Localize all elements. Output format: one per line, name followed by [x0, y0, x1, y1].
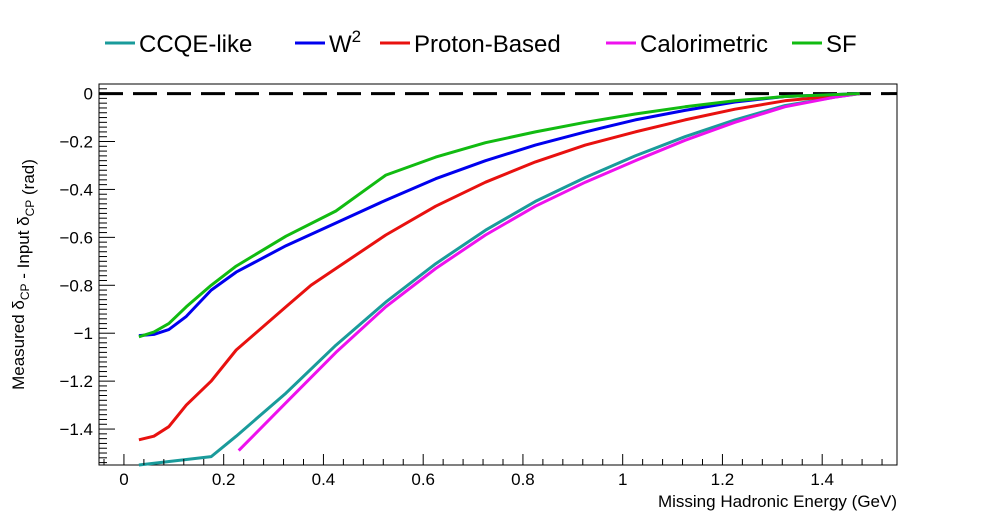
y-tick-label: −0.8	[59, 276, 93, 295]
y-tick-label: −0.4	[59, 180, 93, 199]
legend-label-ccqe-like: CCQE-like	[139, 31, 252, 58]
x-tick-label: 0.6	[411, 470, 435, 489]
y-tick-label: −1.4	[59, 420, 93, 439]
x-axis: 0 0.2 0.4 0.6 0.8 1 1.2 1.4	[103, 454, 883, 489]
x-tick-label: 0	[119, 470, 128, 489]
series-line-proton-based	[138, 92, 860, 442]
x-tick-label: 1	[618, 470, 627, 489]
y-tick-label: −1.2	[59, 372, 93, 391]
series-line-calorimetric	[237, 92, 860, 452]
legend: CCQE-like W2 Proton-Based Calorimetric SF	[105, 27, 857, 58]
series-line-ccqe-like	[138, 92, 860, 467]
plot-frame	[98, 83, 898, 466]
y-tick-label: −0.2	[59, 133, 93, 152]
x-tick-label: 0.4	[312, 470, 336, 489]
x-tick-label: 0.8	[511, 470, 535, 489]
series-line-sf	[138, 92, 860, 339]
legend-label-w-: W2	[329, 27, 361, 58]
y-axis-title: Measured δCP - Input δCP (rad)	[9, 159, 38, 390]
x-tick-label: 1.4	[810, 470, 834, 489]
x-tick-label: 1.2	[711, 470, 735, 489]
y-axis: 0 −0.2 −0.4 −0.6 −0.8 −1 −1.2 −1.4	[59, 83, 115, 464]
plot-area: 0 0.2 0.4 0.6 0.8 1 1.2 1.4 0 −0.2 −0.4 −0.6 −0.8 −1…	[59, 83, 898, 489]
legend-label-proton-based: Proton-Based	[414, 31, 561, 58]
x-axis-title: Missing Hadronic Energy (GeV)	[658, 492, 897, 511]
y-tick-label: 0	[84, 85, 93, 104]
x-tick-label: 0.2	[212, 470, 236, 489]
series-group	[138, 92, 860, 467]
legend-label-sf: SF	[826, 31, 857, 58]
series-line-w-	[138, 92, 860, 338]
y-tick-label: −0.6	[59, 228, 93, 247]
legend-label-calorimetric: Calorimetric	[640, 31, 768, 58]
y-tick-label: −1	[74, 324, 93, 343]
